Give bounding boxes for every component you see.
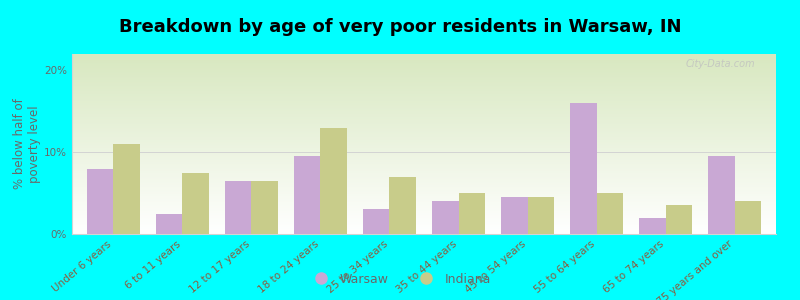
Bar [458, 193, 485, 234]
Bar [363, 209, 390, 234]
Legend: Warsaw, Indiana: Warsaw, Indiana [303, 268, 497, 291]
Y-axis label: % below half of
poverty level: % below half of poverty level [14, 99, 42, 189]
Bar [87, 169, 114, 234]
Bar [708, 156, 734, 234]
Bar [527, 197, 554, 234]
Bar [226, 181, 251, 234]
Bar [294, 156, 321, 234]
Bar [597, 193, 622, 234]
Bar [432, 201, 458, 234]
Bar [156, 214, 182, 234]
Bar [570, 103, 597, 234]
Text: Breakdown by age of very poor residents in Warsaw, IN: Breakdown by age of very poor residents … [118, 18, 682, 36]
Bar [666, 206, 692, 234]
Bar [390, 177, 416, 234]
Bar [182, 172, 209, 234]
Bar [251, 181, 278, 234]
Bar [502, 197, 527, 234]
Bar [734, 201, 761, 234]
Bar [639, 218, 666, 234]
Bar [321, 128, 346, 234]
Bar [114, 144, 140, 234]
Text: City-Data.com: City-Data.com [686, 59, 755, 69]
